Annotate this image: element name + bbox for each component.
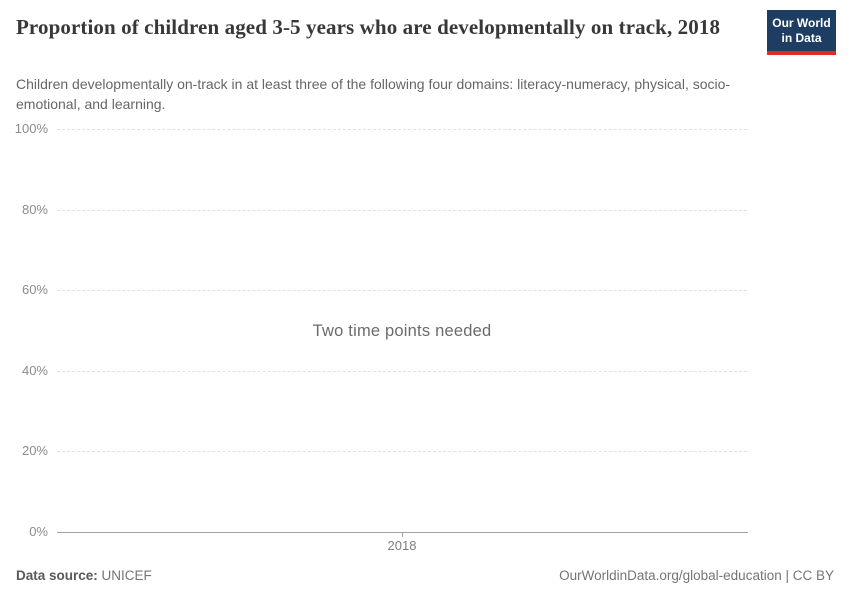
logo-line-1: Our World xyxy=(772,16,831,30)
gridline xyxy=(57,451,747,452)
page-subtitle: Children developmentally on-track in at … xyxy=(16,76,731,113)
gridline xyxy=(57,290,747,291)
datasource-label: Data source: xyxy=(16,568,98,583)
gridline xyxy=(57,129,747,130)
y-axis-tick-label: 60% xyxy=(21,282,48,297)
datasource: Data source: UNICEF xyxy=(16,568,152,583)
page-title: Proportion of children aged 3-5 years wh… xyxy=(16,15,721,39)
chart-note: Two time points needed xyxy=(312,322,492,340)
datasource-value: UNICEF xyxy=(101,568,152,583)
x-axis-tick xyxy=(402,532,403,537)
y-axis-tick-label: 100% xyxy=(14,121,48,136)
y-axis-tick-label: 20% xyxy=(21,443,48,458)
y-axis-tick-label: 40% xyxy=(21,363,48,378)
y-axis-tick-label: 80% xyxy=(21,202,48,217)
owid-logo: Our World in Data xyxy=(767,10,836,55)
citation: OurWorldinData.org/global-education | CC… xyxy=(559,568,834,583)
x-axis-tick-label: 2018 xyxy=(387,538,417,553)
logo-line-2: in Data xyxy=(781,31,822,45)
y-axis-tick-label: 0% xyxy=(29,524,48,539)
gridline xyxy=(57,371,747,372)
gridline xyxy=(57,210,747,211)
